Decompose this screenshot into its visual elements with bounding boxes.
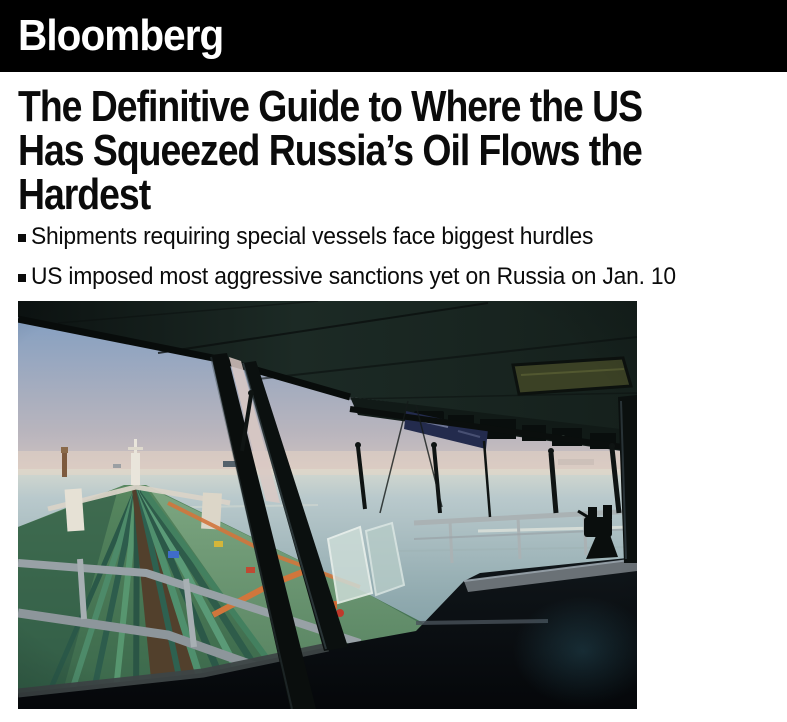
bullet-list: Shipments requiring special vessels face…	[0, 217, 787, 297]
bloomberg-logo[interactable]: Bloomberg	[18, 11, 224, 60]
bullet-text: US imposed most aggressive sanctions yet…	[31, 263, 676, 290]
headline-line: Hardest	[18, 170, 151, 219]
bullet-item: Shipments requiring special vessels face…	[18, 217, 787, 257]
masthead: Bloomberg	[0, 0, 787, 72]
bullet-item: US imposed most aggressive sanctions yet…	[18, 257, 787, 297]
vignette	[18, 301, 637, 709]
bullet-square-icon	[18, 233, 26, 242]
bullet-square-icon	[18, 273, 26, 282]
page-title: The Definitive Guide to Where the US Has…	[18, 85, 777, 217]
headline-line: The Definitive Guide to Where the US	[18, 82, 643, 131]
bullet-text: Shipments requiring special vessels face…	[31, 223, 594, 250]
hero-image	[18, 301, 637, 709]
hero-image-illustration	[18, 301, 637, 709]
headline-line: Has Squeezed Russia’s Oil Flows the	[18, 126, 643, 175]
